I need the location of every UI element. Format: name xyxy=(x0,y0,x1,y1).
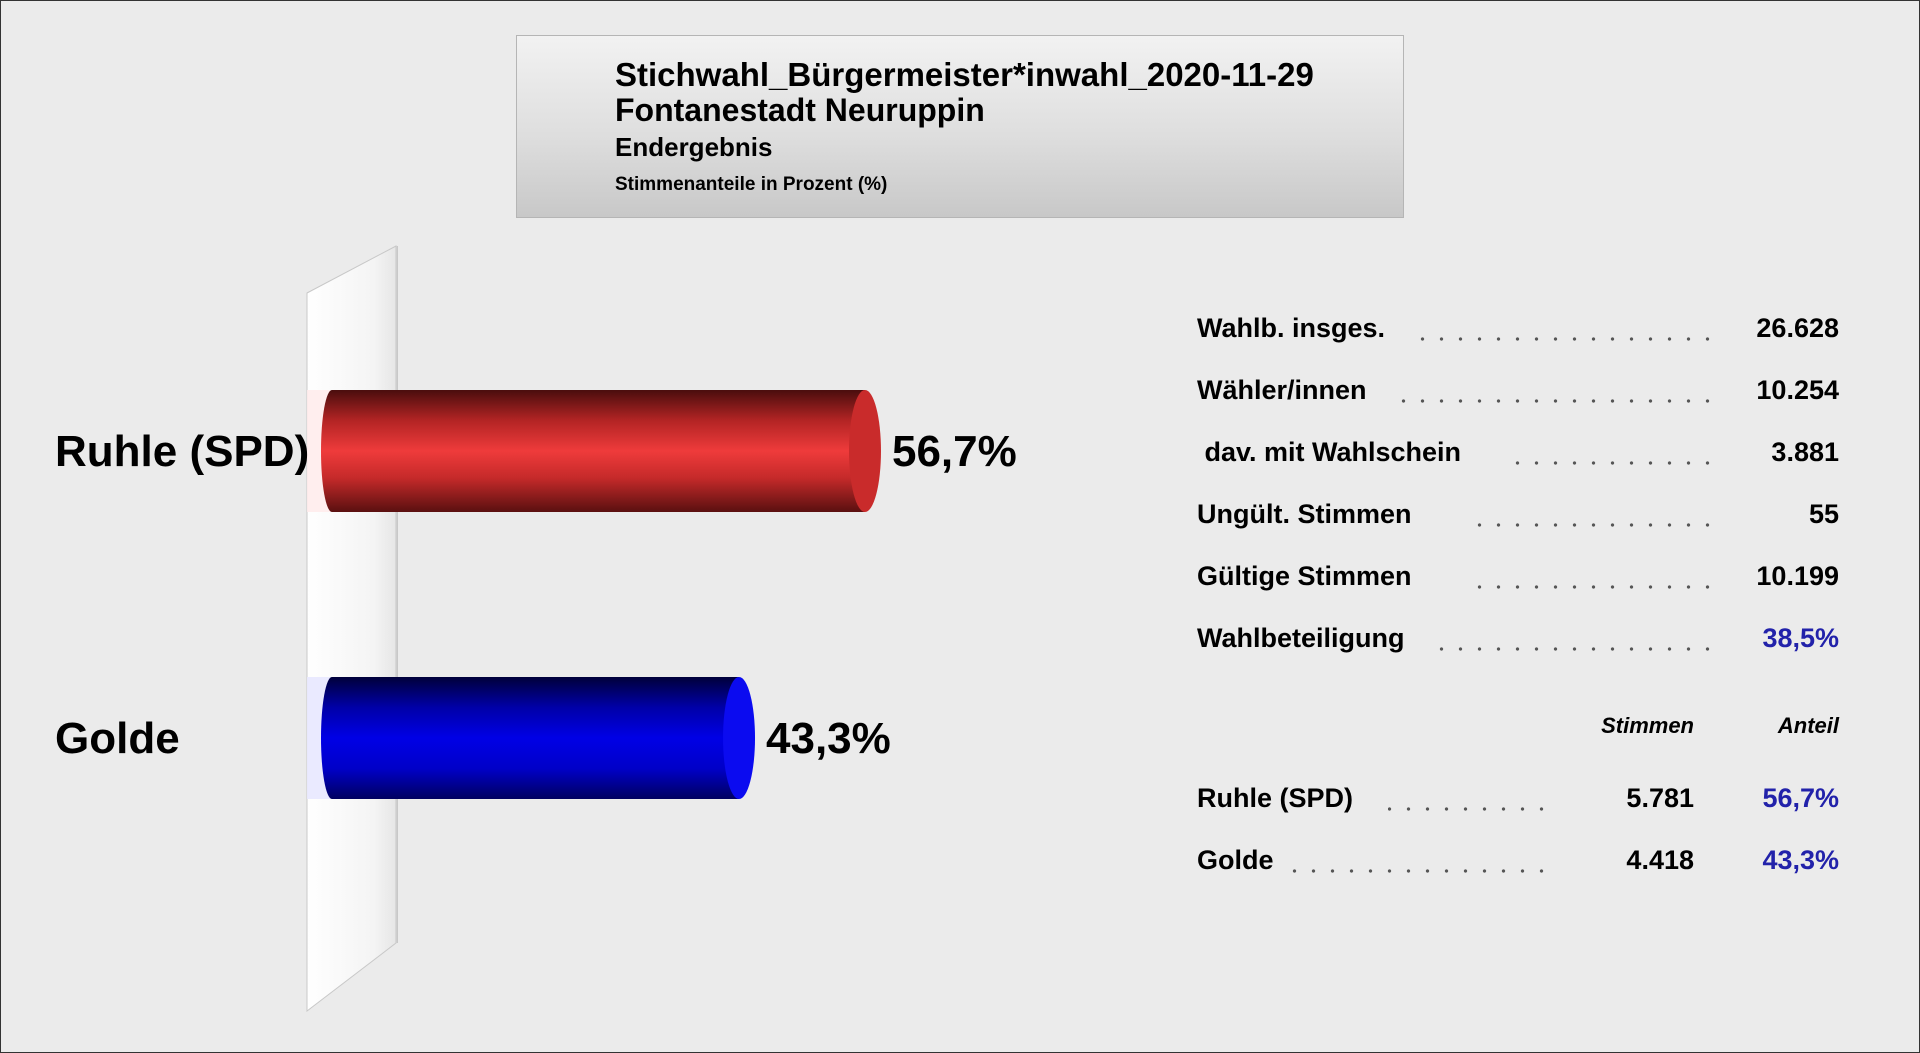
bar-ruhle-spd xyxy=(321,390,881,512)
bar-golde xyxy=(321,677,756,799)
unit-note: Stimmenanteile in Prozent (%) xyxy=(615,174,888,195)
result-status: Endergebnis xyxy=(615,132,773,162)
category-label-golde: Golde xyxy=(55,714,180,763)
chart-title: Stichwahl_Bürgermeister*inwahl_2020-11-2… xyxy=(615,56,1314,93)
title-box: Stichwahl_Bürgermeister*inwahl_2020-11-2… xyxy=(516,35,1404,218)
axis-wall xyxy=(306,245,398,1013)
value-label-ruhle-spd: 56,7% xyxy=(892,427,1017,476)
value-label-golde: 43,3% xyxy=(766,714,891,763)
municipality-name: Fontanestadt Neuruppin xyxy=(615,92,985,128)
category-label-ruhle-spd: Ruhle (SPD) xyxy=(55,427,309,476)
